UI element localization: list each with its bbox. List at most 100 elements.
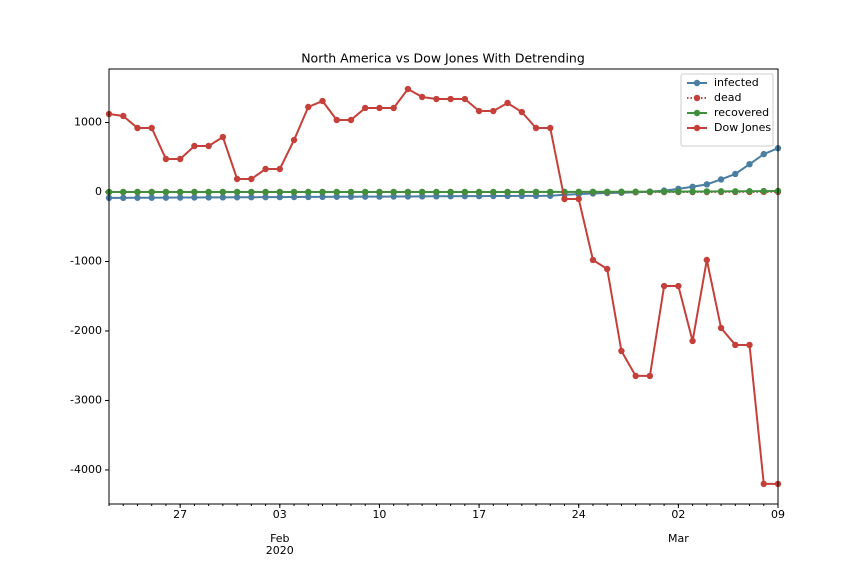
point	[134, 189, 140, 195]
point	[647, 373, 653, 379]
point	[163, 194, 169, 200]
point	[604, 266, 610, 272]
x-period-sublabel: 2020	[266, 544, 294, 557]
point	[163, 156, 169, 162]
point	[390, 189, 396, 195]
point	[433, 189, 439, 195]
point	[419, 189, 425, 195]
point	[704, 188, 710, 194]
point	[376, 105, 382, 111]
point	[761, 481, 767, 487]
point	[163, 189, 169, 195]
chart-title: North America vs Dow Jones With Detrendi…	[301, 51, 585, 66]
point	[277, 189, 283, 195]
point	[689, 338, 695, 344]
point	[519, 109, 525, 115]
y-tick-label: 0	[95, 185, 102, 198]
point	[476, 189, 482, 195]
y-tick-label: -1000	[70, 254, 102, 267]
point	[476, 108, 482, 114]
point	[262, 166, 268, 172]
point	[376, 189, 382, 195]
point	[319, 98, 325, 104]
point	[704, 257, 710, 263]
point	[618, 348, 624, 354]
x-period-label: Mar	[668, 532, 689, 545]
point	[277, 166, 283, 172]
point	[405, 189, 411, 195]
x-tick-label: 27	[173, 508, 187, 521]
point	[191, 143, 197, 149]
point	[647, 188, 653, 194]
point	[576, 189, 582, 195]
point	[632, 373, 638, 379]
point	[618, 189, 624, 195]
point	[362, 189, 368, 195]
point	[519, 189, 525, 195]
x-tick-label: 03	[273, 508, 287, 521]
point	[234, 189, 240, 195]
point	[149, 125, 155, 131]
x-tick-label: 10	[372, 508, 386, 521]
point	[746, 161, 752, 167]
point	[746, 342, 752, 348]
point	[447, 96, 453, 102]
point	[262, 189, 268, 195]
legend-label: recovered	[714, 106, 769, 119]
point	[504, 100, 510, 106]
point	[291, 189, 297, 195]
point	[177, 194, 183, 200]
point	[205, 189, 211, 195]
y-tick-label: -4000	[70, 463, 102, 476]
point	[362, 105, 368, 111]
point	[718, 176, 724, 182]
point	[718, 325, 724, 331]
legend-marker	[694, 80, 700, 86]
legend-label: infected	[714, 76, 759, 89]
point	[718, 188, 724, 194]
point	[661, 188, 667, 194]
point	[732, 188, 738, 194]
x-tick-label: 02	[671, 508, 685, 521]
y-tick-label: -2000	[70, 324, 102, 337]
point	[462, 189, 468, 195]
point	[504, 189, 510, 195]
point	[704, 181, 710, 187]
point	[689, 188, 695, 194]
legend-marker	[694, 95, 700, 101]
point	[561, 196, 567, 202]
point	[134, 125, 140, 131]
point	[390, 105, 396, 111]
point	[248, 176, 254, 182]
point	[234, 176, 240, 182]
y-tick-label: -3000	[70, 393, 102, 406]
point	[433, 96, 439, 102]
point	[632, 189, 638, 195]
point	[149, 194, 155, 200]
point	[348, 189, 354, 195]
y-tick-label: 1000	[74, 116, 102, 129]
point	[120, 195, 126, 201]
point	[547, 125, 553, 131]
point	[675, 188, 681, 194]
point	[761, 151, 767, 157]
point	[761, 188, 767, 194]
point	[149, 189, 155, 195]
point	[405, 86, 411, 92]
x-tick-label: 17	[472, 508, 486, 521]
point	[191, 189, 197, 195]
point	[490, 108, 496, 114]
point	[675, 283, 681, 289]
point	[533, 189, 539, 195]
point	[746, 188, 752, 194]
point	[134, 195, 140, 201]
point	[120, 113, 126, 119]
legend-label: dead	[714, 91, 741, 104]
point	[576, 196, 582, 202]
point	[205, 143, 211, 149]
legend-marker	[694, 110, 700, 116]
point	[590, 189, 596, 195]
point	[319, 189, 325, 195]
point	[490, 189, 496, 195]
